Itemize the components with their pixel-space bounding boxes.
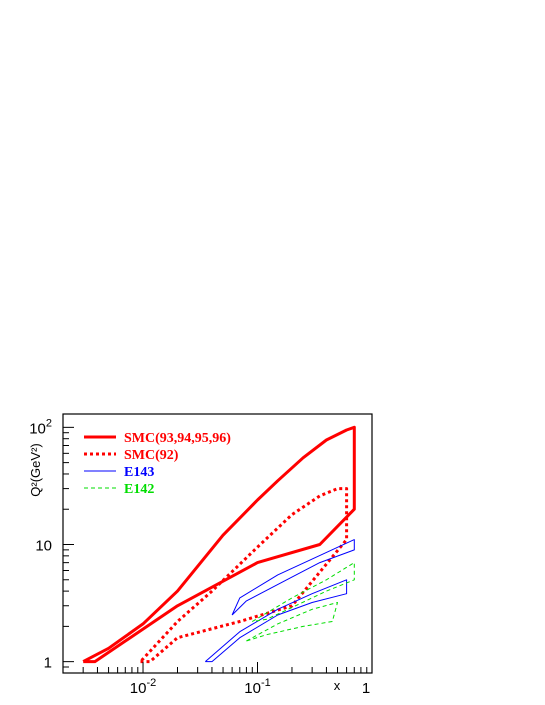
y-tick-label: 1 — [44, 655, 52, 672]
y-tick-label: 10 — [35, 537, 52, 554]
plot-frame — [62, 413, 373, 674]
y-axis-ticks: 1 10 102 — [29, 417, 74, 674]
series-0-region-0 — [82, 425, 356, 664]
y-tick-label: 102 — [29, 417, 52, 437]
legend-label: E142 — [124, 482, 154, 497]
x-axis-label: x — [334, 678, 341, 693]
series-2-region-0 — [231, 539, 355, 616]
legend-label: E143 — [124, 465, 154, 480]
legend-label: SMC(93,94,95,96) — [124, 431, 231, 446]
series-2-region-1 — [204, 579, 348, 663]
legend: SMC(93,94,95,96) SMC(92) E143 E142 — [84, 431, 231, 497]
curves — [82, 425, 356, 664]
legend-label: SMC(92) — [124, 448, 179, 463]
x-axis-ticks: 10-2 10-1 1 — [62, 662, 373, 697]
x-tick-label: 10-1 — [244, 677, 270, 697]
series-1-region-0 — [139, 487, 349, 664]
x-tick-label: 10-2 — [130, 677, 156, 697]
x-tick-label: 1 — [362, 680, 370, 697]
series-3-region-0 — [252, 562, 355, 622]
series-3-region-1 — [246, 602, 338, 642]
y-axis-label: Q²(GeV²) — [28, 443, 43, 496]
